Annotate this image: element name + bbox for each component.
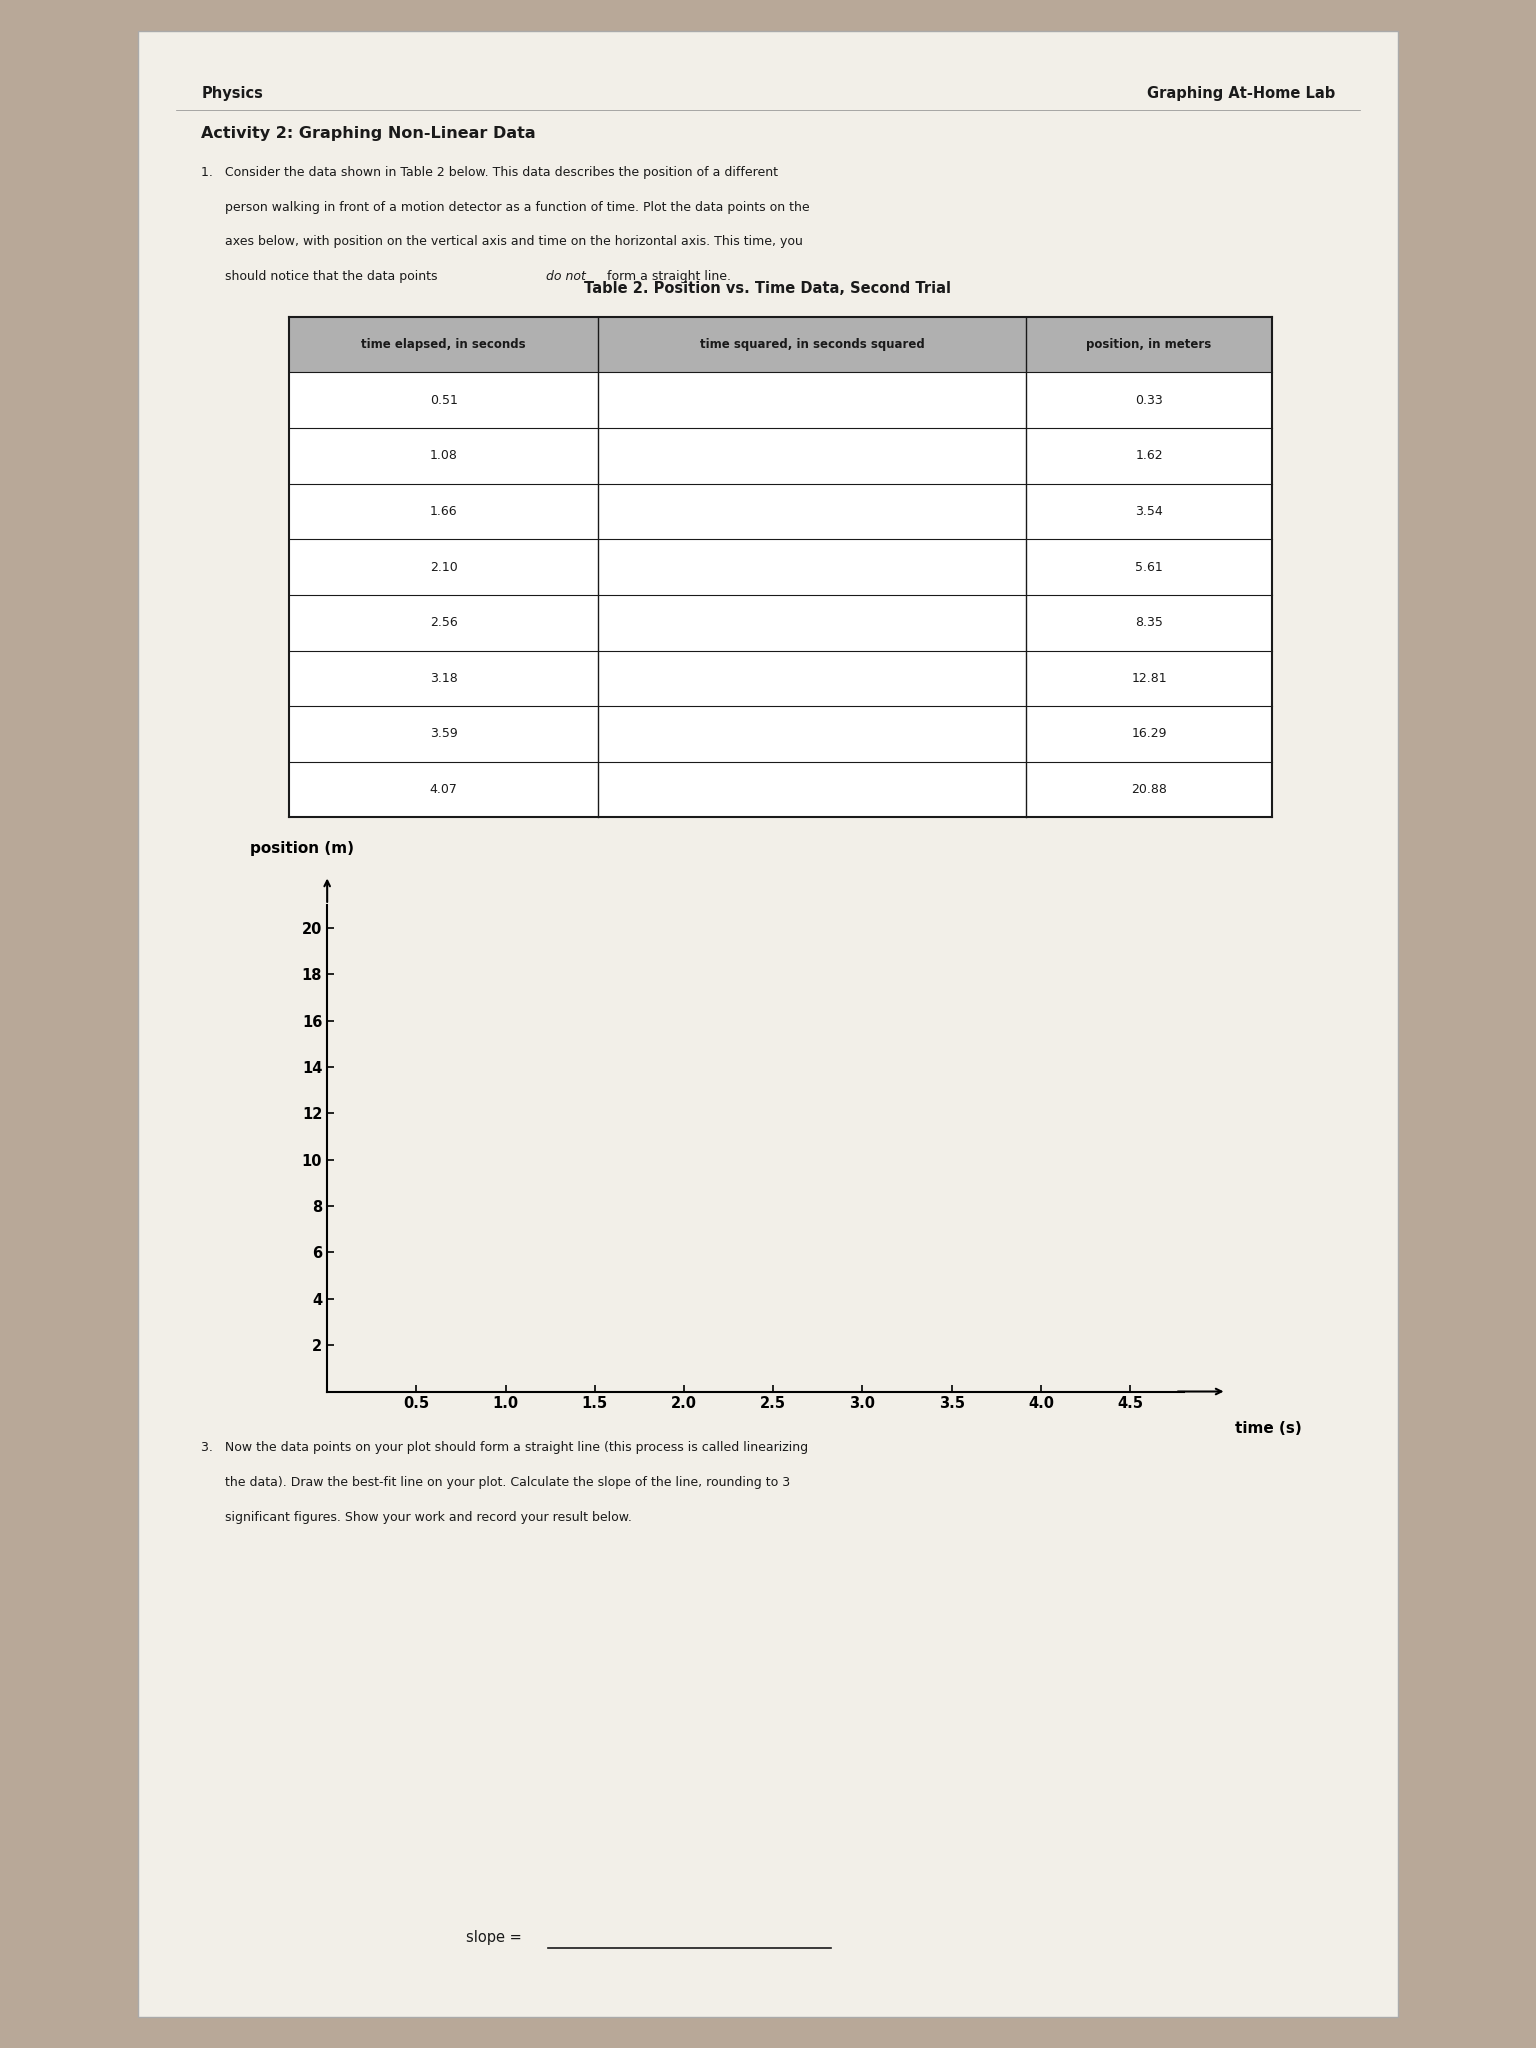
Text: should notice that the data points: should notice that the data points [201,270,442,283]
Text: the data). Draw the best-fit line on your plot. Calculate the slope of the line,: the data). Draw the best-fit line on you… [201,1477,791,1489]
Text: 1.08: 1.08 [430,449,458,463]
Text: significant figures. Show your work and record your result below.: significant figures. Show your work and … [201,1511,633,1524]
Text: 4.07: 4.07 [430,782,458,797]
Text: 20.88: 20.88 [1130,782,1167,797]
Text: 2.10: 2.10 [430,561,458,573]
Bar [289,651,1272,707]
Text: Table 2. Position vs. Time Data, Second Trial: Table 2. Position vs. Time Data, Second … [585,281,951,297]
Text: 3.18: 3.18 [430,672,458,684]
Text: time elapsed, in seconds: time elapsed, in seconds [361,338,525,350]
Text: 1.62: 1.62 [1135,449,1163,463]
Text: Graphing At-Home Lab: Graphing At-Home Lab [1146,86,1335,100]
Bar [289,762,1272,817]
Text: 1.66: 1.66 [430,506,458,518]
Text: 5.61: 5.61 [1135,561,1163,573]
Bar [289,373,1272,428]
Text: 3.54: 3.54 [1135,506,1163,518]
Text: form a straight line.: form a straight line. [604,270,731,283]
Text: time (s): time (s) [1235,1421,1303,1436]
Text: 1.   Consider the data shown in Table 2 below. This data describes the position : 1. Consider the data shown in Table 2 be… [201,166,779,178]
Text: person walking in front of a motion detector as a function of time. Plot the dat: person walking in front of a motion dete… [201,201,809,213]
Text: axes below, with position on the vertical axis and time on the horizontal axis. : axes below, with position on the vertica… [201,236,803,248]
Text: 2.56: 2.56 [430,616,458,629]
Text: 3.59: 3.59 [430,727,458,741]
Text: position, in meters: position, in meters [1086,338,1212,350]
Text: 0.33: 0.33 [1135,393,1163,408]
Text: Activity 2: Graphing Non-Linear Data: Activity 2: Graphing Non-Linear Data [201,127,536,141]
Bar [289,483,1272,539]
Bar [289,594,1272,651]
Text: slope =: slope = [465,1931,527,1946]
Bar [289,539,1272,594]
Text: time squared, in seconds squared: time squared, in seconds squared [700,338,925,350]
Text: 0.51: 0.51 [430,393,458,408]
Text: position (m): position (m) [250,842,355,856]
Bar [289,707,1272,762]
Text: Physics: Physics [201,86,263,100]
Bar [289,317,1272,373]
Text: 12.81: 12.81 [1130,672,1167,684]
Text: 16.29: 16.29 [1130,727,1167,741]
Bar [289,428,1272,483]
Text: 8.35: 8.35 [1135,616,1163,629]
Text: 3.   Now the data points on your plot should form a straight line (this process : 3. Now the data points on your plot shou… [201,1442,808,1454]
Text: do not: do not [547,270,587,283]
